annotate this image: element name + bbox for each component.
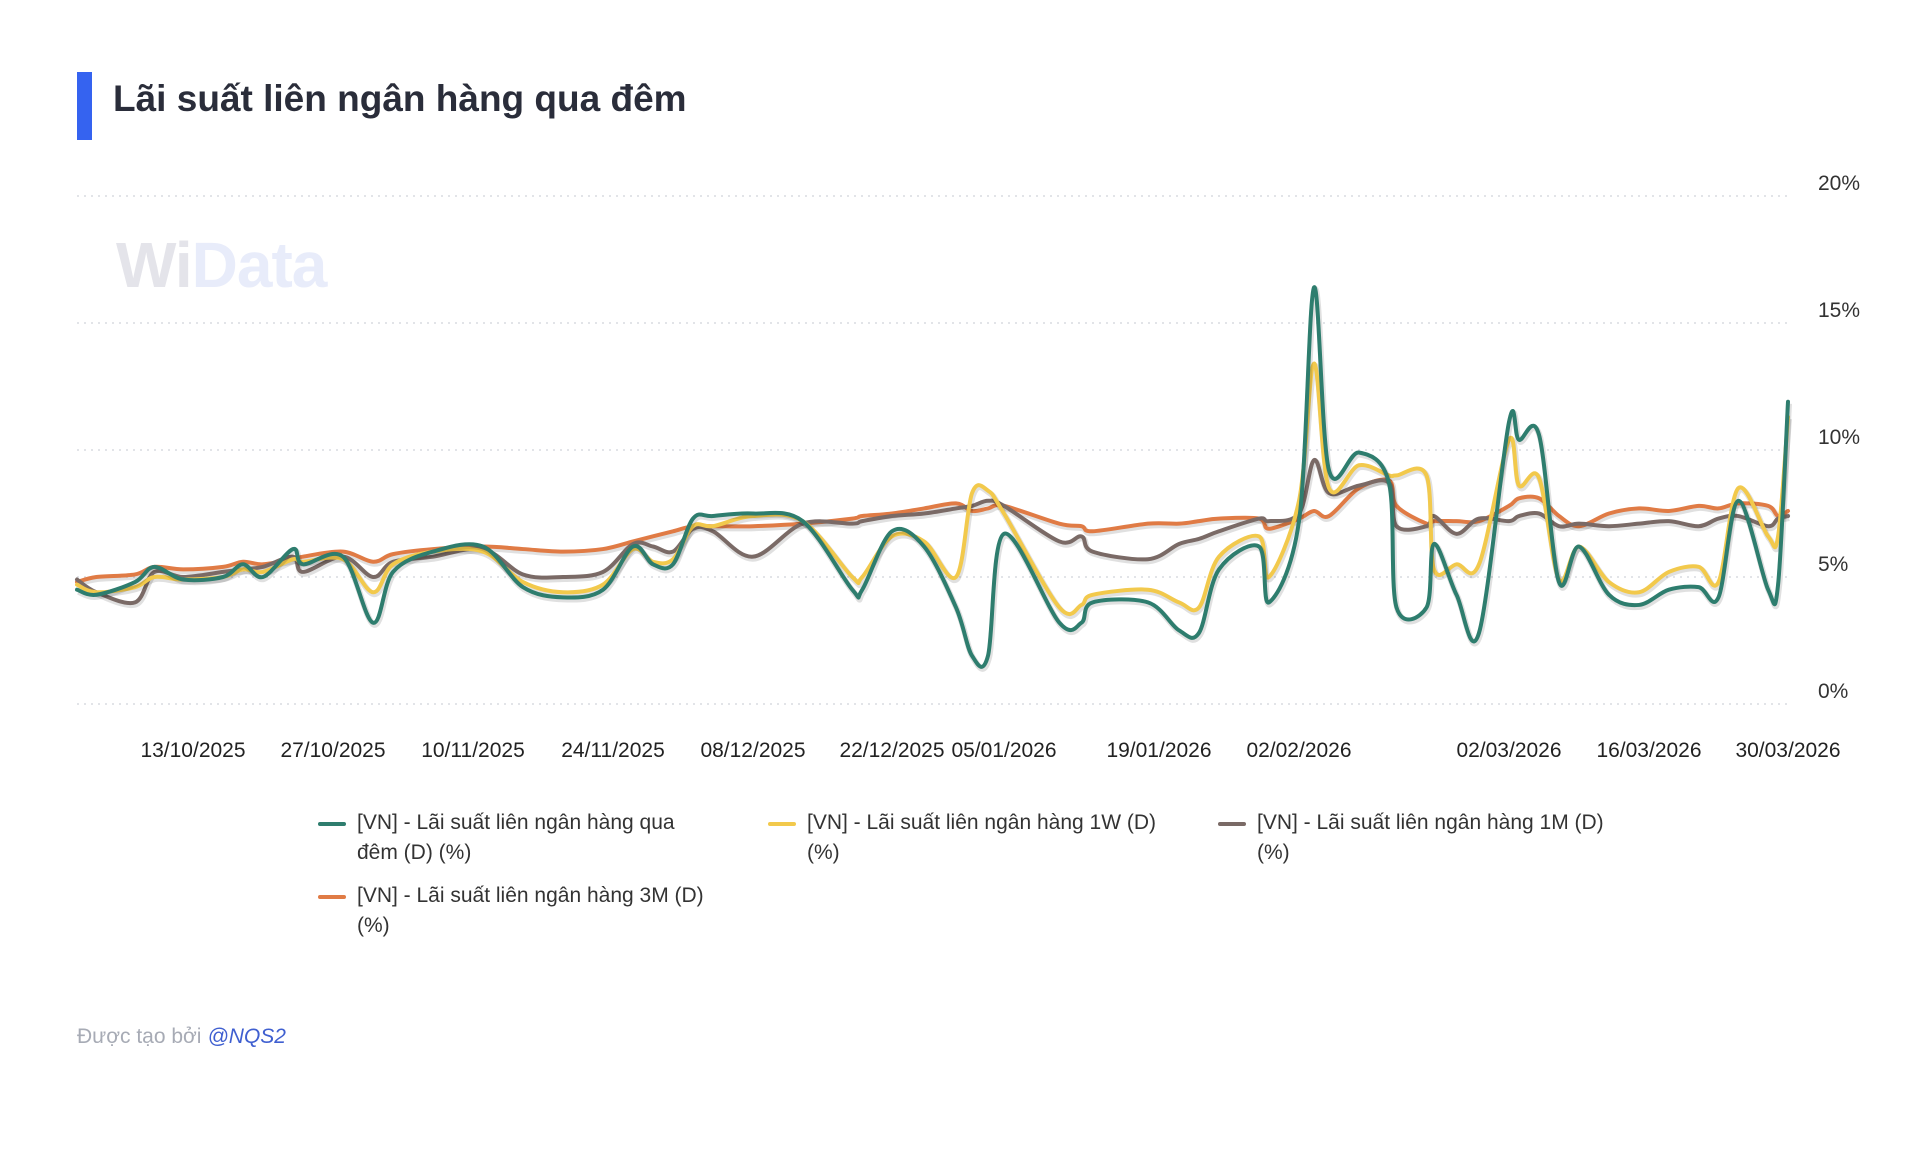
x-tick-label: 10/11/2025 [421, 739, 525, 762]
legend-item-overnight[interactable]: [VN] - Lãi suất liên ngân hàng qua đêm (… [318, 808, 718, 868]
chart-title: Lãi suất liên ngân hàng qua đêm [113, 78, 687, 119]
line-chart: 0% 5% 10% 15% 20% 13/10/2025 27/10/2025 10/11/2… [75, 172, 1860, 762]
y-tick-label: 0% [1818, 680, 1848, 703]
x-tick-label: 13/10/2025 [140, 739, 245, 762]
y-tick-label: 5% [1818, 553, 1848, 576]
y-tick-label: 10% [1818, 426, 1860, 449]
footer-credit: Được tạo bởi @NQS2 [77, 1025, 286, 1049]
series-line-1w [75, 361, 1790, 616]
title-accent-bar [77, 72, 92, 140]
legend-label: [VN] - Lãi suất liên ngân hàng qua đêm (… [357, 811, 675, 864]
legend-swatch-1w [768, 822, 796, 826]
author-link[interactable]: @NQS2 [207, 1025, 286, 1048]
series-line-overnight [75, 285, 1790, 669]
legend-swatch-overnight [318, 822, 346, 826]
x-tick-label: 19/01/2026 [1106, 739, 1211, 762]
x-tick-label: 24/11/2025 [561, 739, 665, 762]
footer-label: Được tạo bởi [77, 1025, 202, 1048]
x-tick-label: 27/10/2025 [280, 739, 385, 762]
y-tick-label: 15% [1818, 299, 1860, 322]
watermark-logo: WiData [116, 229, 327, 301]
x-tick-label: 05/01/2026 [951, 739, 1056, 762]
x-tick-label: 02/03/2026 [1456, 739, 1561, 762]
legend-label: [VN] - Lãi suất liên ngân hàng 1W (D) (%… [807, 811, 1157, 864]
series-line-3m [75, 477, 1790, 585]
x-tick-label: 02/02/2026 [1246, 739, 1351, 762]
legend-swatch-3m [318, 895, 346, 899]
series-shadow [76, 362, 1792, 619]
legend-swatch-1m [1218, 822, 1246, 826]
legend-item-1m[interactable]: [VN] - Lãi suất liên ngân hàng 1M (D) (%… [1218, 808, 1618, 868]
legend-item-3m[interactable]: [VN] - Lãi suất liên ngân hàng 3M (D) (%… [318, 881, 718, 941]
series-shadow [76, 459, 1790, 609]
legend-item-1w[interactable]: [VN] - Lãi suất liên ngân hàng 1W (D) (%… [768, 808, 1168, 868]
y-tick-label: 20% [1818, 172, 1860, 195]
x-tick-label: 30/03/2026 [1735, 739, 1840, 762]
x-tick-label: 22/12/2025 [839, 739, 944, 762]
series-line-1m [75, 458, 1790, 606]
legend-label: [VN] - Lãi suất liên ngân hàng 1M (D) (%… [1257, 811, 1604, 864]
legend-label: [VN] - Lãi suất liên ngân hàng 3M (D) (%… [357, 884, 704, 937]
x-tick-label: 08/12/2025 [700, 739, 805, 762]
x-tick-label: 16/03/2026 [1596, 739, 1701, 762]
